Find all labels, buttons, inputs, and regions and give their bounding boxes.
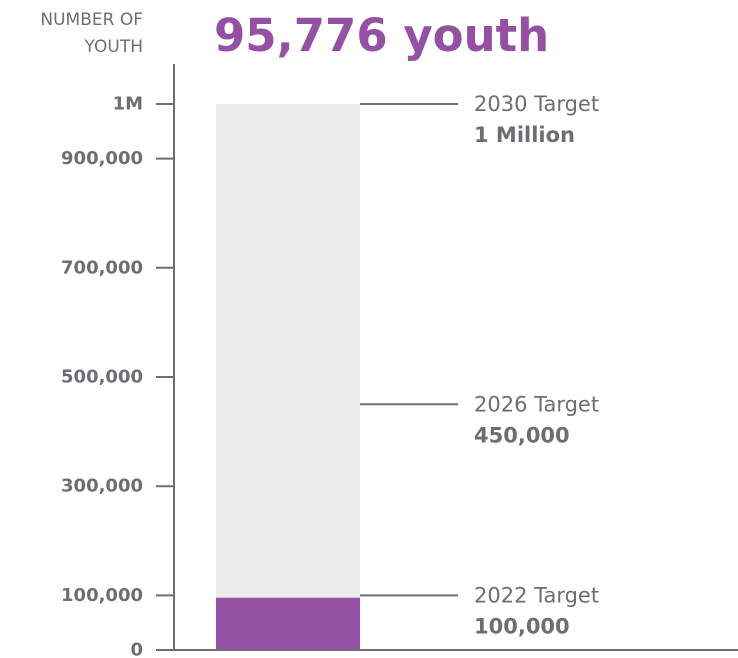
y-tick-label: 500,000 (61, 367, 143, 388)
bar-target-track (216, 104, 360, 650)
y-tick-label: 900,000 (61, 148, 143, 169)
target-markers: 2030 Target 1 Million 2026 Target 450,000 20… (360, 92, 599, 638)
y-axis-ticks: 0 100,000 300,000 500,000 700,000 900,000 1M (61, 94, 174, 658)
headline-total: 95,776 youth (214, 9, 549, 62)
bar-achieved (216, 597, 360, 650)
y-tick-label: 100,000 (61, 585, 143, 606)
y-axis-title-line-2: YOUTH (84, 37, 143, 57)
target-value: 1 Million (474, 123, 575, 147)
target-title: 2022 Target (474, 583, 599, 607)
y-tick-label: 0 (130, 640, 143, 658)
y-tick-label: 300,000 (61, 476, 143, 497)
target-value: 100,000 (474, 614, 570, 638)
y-tick-label: 1M (113, 94, 143, 115)
target-value: 450,000 (474, 423, 570, 447)
target-title: 2030 Target (474, 92, 599, 116)
y-axis-title-line-1: NUMBER OF (40, 10, 143, 30)
y-tick-label: 700,000 (61, 257, 143, 278)
target-title: 2026 Target (474, 392, 599, 416)
